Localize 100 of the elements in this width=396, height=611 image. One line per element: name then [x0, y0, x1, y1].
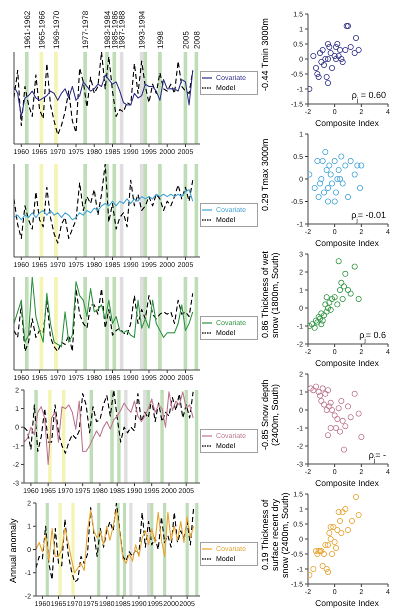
- line-series: [24, 391, 194, 465]
- point: [325, 432, 331, 438]
- band-label: 1969-1970: [52, 10, 61, 49]
- band-label: 1985-1986: [110, 10, 120, 49]
- point: [340, 59, 346, 65]
- point: [337, 287, 343, 293]
- point: [354, 162, 360, 168]
- point: [320, 563, 326, 569]
- band-label: 1998: [156, 30, 165, 49]
- point: [325, 41, 331, 47]
- point: [320, 47, 326, 53]
- point: [352, 172, 358, 178]
- point: [318, 310, 324, 316]
- band-label: 1977-1978: [81, 10, 90, 49]
- point: [358, 434, 364, 440]
- point: [318, 176, 324, 182]
- point: [328, 50, 334, 56]
- point: [325, 542, 331, 548]
- point: [332, 539, 338, 545]
- point: [325, 569, 331, 575]
- point: [329, 551, 335, 557]
- point: [336, 53, 342, 59]
- x-axis-title: Composite Index: [315, 598, 380, 608]
- point: [320, 385, 326, 392]
- x-axis-title: Composite Index: [315, 358, 380, 368]
- point: [338, 154, 344, 160]
- y-axis-title: -0.85 Snow depth (2400m, South): [260, 378, 281, 452]
- point: [345, 527, 351, 533]
- point: [332, 198, 338, 204]
- x-axis-title: Composite Index: [315, 478, 380, 488]
- point: [314, 551, 320, 557]
- point: [326, 403, 332, 410]
- point: [324, 74, 330, 80]
- point: [328, 172, 334, 178]
- point: [329, 407, 335, 413]
- band-label: 1983-1984: [103, 10, 112, 49]
- point: [337, 176, 343, 182]
- point: [342, 423, 348, 430]
- band-label: 2005: [181, 30, 190, 49]
- point: [337, 47, 343, 53]
- point: [356, 512, 362, 518]
- point: [314, 158, 320, 164]
- point: [332, 53, 338, 59]
- point: [326, 530, 332, 536]
- point: [308, 385, 314, 392]
- point: [314, 71, 320, 77]
- point: [325, 56, 331, 62]
- x-axis-title: Composite Index: [315, 118, 380, 128]
- point: [333, 545, 339, 551]
- point: [333, 425, 339, 431]
- point: [338, 56, 344, 62]
- point: [330, 524, 336, 530]
- point: [336, 509, 342, 515]
- point: [328, 536, 334, 542]
- point: [341, 283, 347, 290]
- point: [321, 62, 327, 68]
- point: [320, 158, 326, 164]
- point: [342, 162, 348, 168]
- band-label: 1965-1966: [37, 10, 46, 49]
- point: [342, 47, 348, 53]
- annotation: ρ$_{j}$= -0.01: [351, 210, 386, 224]
- point: [336, 167, 342, 173]
- point: [316, 74, 322, 80]
- point: [322, 56, 328, 62]
- point: [336, 405, 342, 412]
- point: [316, 194, 322, 200]
- point: [324, 407, 330, 413]
- point: [352, 264, 358, 270]
- point: [317, 316, 323, 322]
- point: [357, 185, 363, 191]
- point: [340, 180, 346, 186]
- point: [329, 65, 335, 71]
- point: [333, 56, 339, 62]
- point: [356, 296, 362, 302]
- point: [342, 506, 348, 512]
- point: [356, 47, 362, 53]
- point: [310, 53, 316, 59]
- point: [333, 190, 339, 196]
- point: [328, 400, 334, 406]
- point: [318, 398, 324, 404]
- point: [334, 176, 340, 182]
- point: [310, 566, 316, 572]
- point: [321, 190, 327, 196]
- point: [318, 321, 324, 328]
- point: [325, 198, 331, 204]
- point: [325, 305, 331, 311]
- point: [358, 162, 364, 168]
- point: [332, 412, 338, 418]
- point: [313, 65, 319, 71]
- point: [312, 185, 318, 191]
- point: [324, 308, 330, 315]
- point: [321, 551, 327, 557]
- point: [348, 290, 354, 297]
- point: [336, 258, 342, 264]
- point: [317, 50, 323, 56]
- point: [342, 270, 348, 277]
- point: [341, 446, 347, 453]
- point: [328, 425, 334, 431]
- y-axis-title: Annual anomaly: [8, 517, 19, 585]
- point: [340, 418, 346, 424]
